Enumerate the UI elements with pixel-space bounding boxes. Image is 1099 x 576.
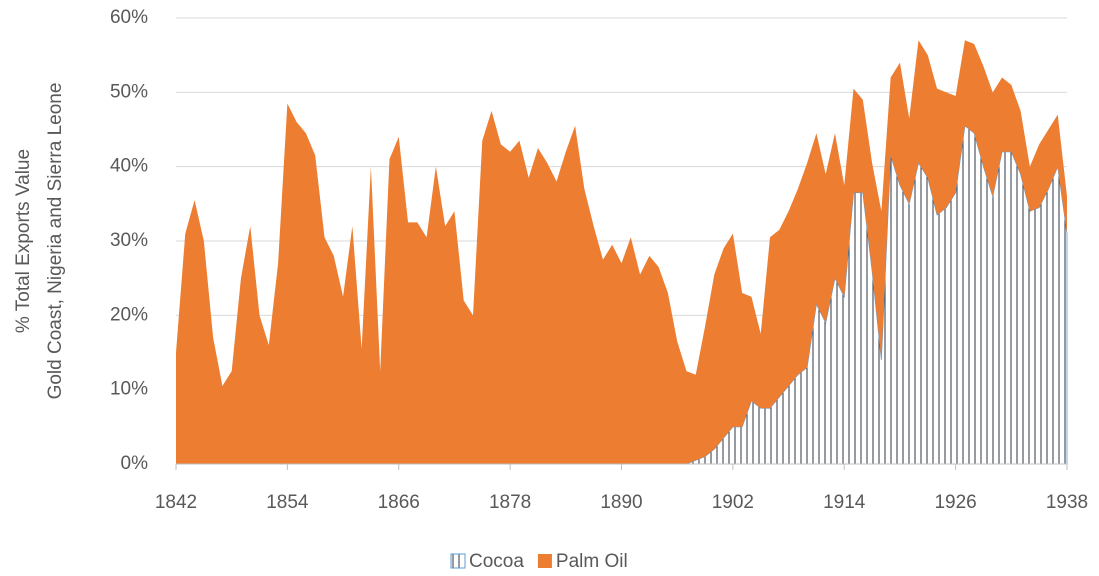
legend-swatch bbox=[537, 554, 552, 568]
x-tick-label: 1878 bbox=[489, 492, 531, 513]
y-tick-label: 10% bbox=[110, 379, 148, 400]
x-tick-label: 1902 bbox=[712, 492, 754, 513]
x-tick-label: 1866 bbox=[378, 492, 420, 513]
y-axis-label: % Total Exports Value bbox=[13, 149, 34, 333]
y-tick-label: 40% bbox=[110, 156, 148, 177]
legend-label: Palm Oil bbox=[556, 551, 628, 572]
y-tick-label: 60% bbox=[110, 7, 148, 28]
x-tick-label: 1890 bbox=[600, 492, 642, 513]
y-tick-label: 30% bbox=[110, 230, 148, 251]
area bbox=[176, 40, 1067, 465]
x-tick-label: 1842 bbox=[155, 492, 197, 513]
x-tick-label: 1938 bbox=[1046, 492, 1088, 513]
y-tick-label: 0% bbox=[121, 453, 149, 474]
x-tick-label: 1914 bbox=[823, 492, 866, 513]
x-tick-label: 1926 bbox=[934, 492, 976, 513]
legend-swatch bbox=[450, 553, 466, 569]
y-tick-label: 20% bbox=[110, 304, 148, 325]
y-tick-label: 50% bbox=[110, 81, 148, 102]
legend-label: Cocoa bbox=[469, 551, 524, 572]
y-axis-label: Gold Coast, Nigeria and Sierra Leone bbox=[45, 83, 66, 400]
x-tick-label: 1854 bbox=[266, 492, 309, 513]
